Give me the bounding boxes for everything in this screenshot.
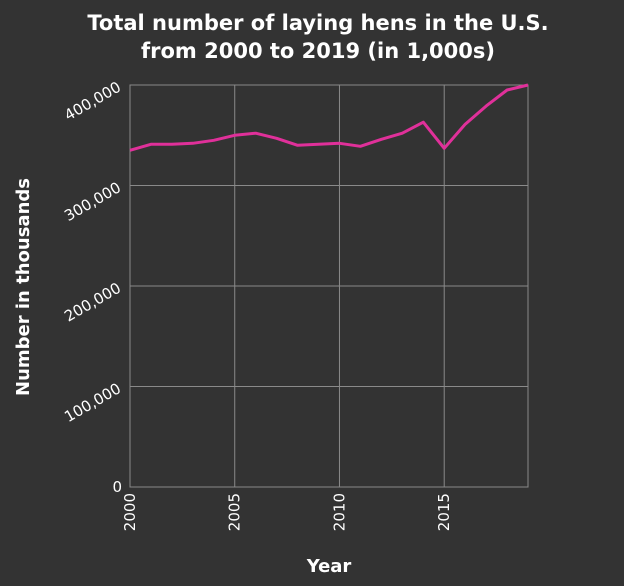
x-tick-label: 2005 bbox=[226, 493, 244, 531]
y-tick-label: 200,000 bbox=[61, 279, 124, 326]
y-tick-label: 400,000 bbox=[61, 78, 124, 125]
y-tick-label: 0 bbox=[112, 478, 122, 496]
plot-frame bbox=[129, 84, 529, 488]
x-tick-label: 2015 bbox=[435, 493, 453, 531]
chart-title-line-2: from 2000 to 2019 (in 1,000s) bbox=[141, 39, 495, 63]
y-tick-label: 100,000 bbox=[61, 379, 124, 426]
y-tick-labels: 0 100,000 200,000 300,000 400,000 bbox=[61, 78, 124, 496]
x-tick-label: 2010 bbox=[330, 493, 348, 531]
x-tick-labels: 2000 2005 2010 2015 bbox=[121, 493, 453, 531]
x-tick-label: 2000 bbox=[121, 493, 139, 531]
series-line bbox=[129, 83, 529, 152]
x-axis-title: Year bbox=[306, 556, 352, 577]
chart-title-line-1: Total number of laying hens in the U.S. bbox=[87, 11, 548, 35]
y-tick-label: 300,000 bbox=[61, 178, 124, 225]
y-axis-title: Number in thousands bbox=[13, 178, 34, 396]
